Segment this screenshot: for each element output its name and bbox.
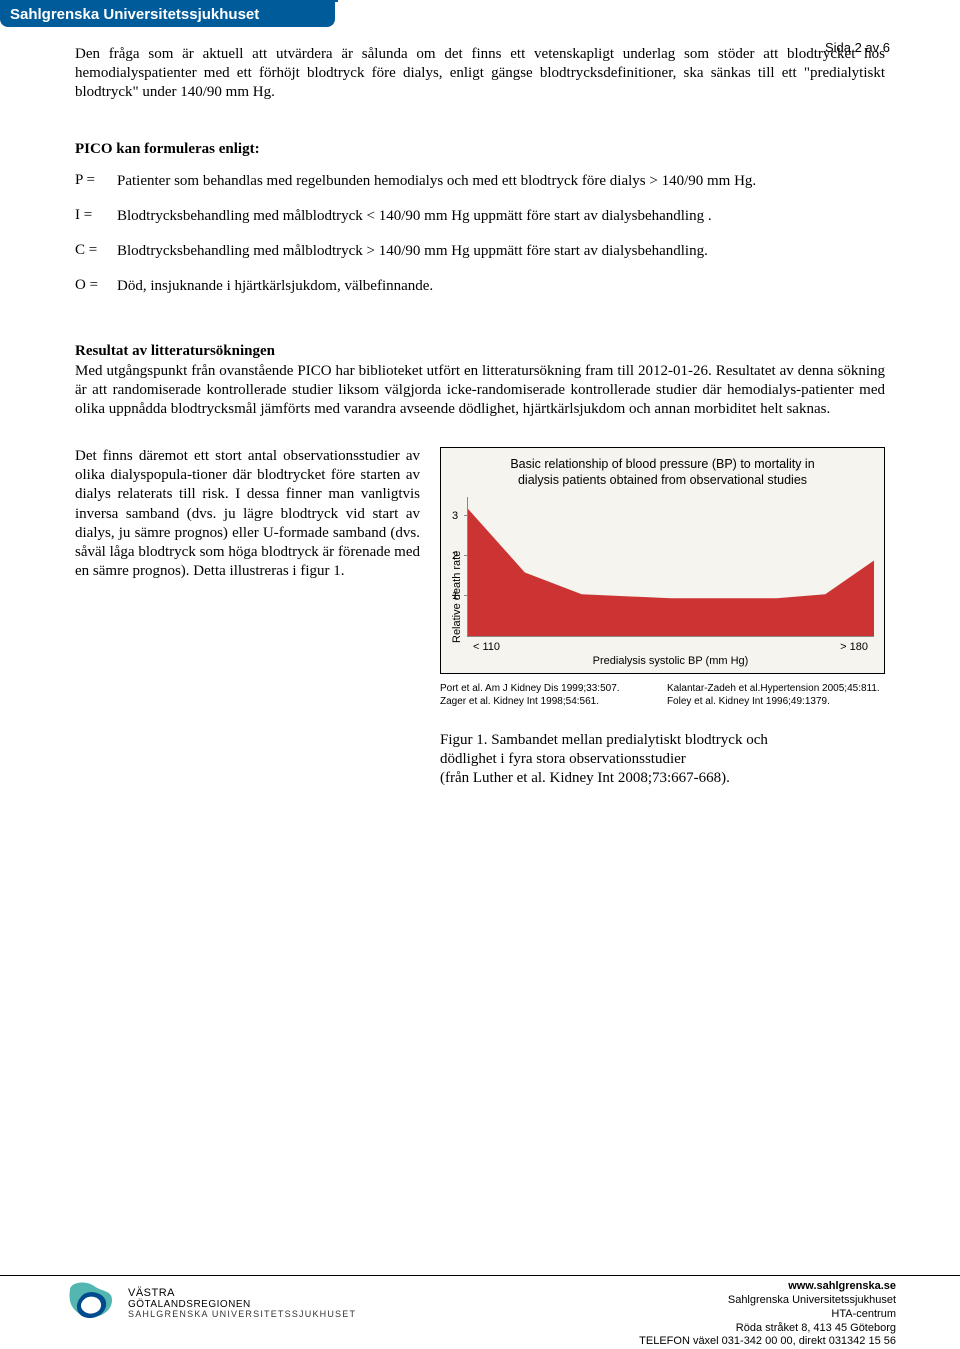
region-logo-icon <box>64 1280 118 1326</box>
chart-ytick: 3 <box>452 510 458 522</box>
chart-x-axis: < 110 > 180 <box>467 641 874 653</box>
chart-plot-wrap: 123 < 110 > 180 Predialysis systolic BP … <box>467 497 874 667</box>
fig-caption-l1: Figur 1. Sambandet mellan predialytiskt … <box>440 732 768 748</box>
pico-row-i: I = Blodtrycksbehandling med målblodtryc… <box>75 207 885 226</box>
footer-brand-l1: VÄSTRA <box>128 1287 356 1299</box>
footer-left: VÄSTRA GÖTALANDSREGIONEN SAHLGRENSKA UNI… <box>64 1280 356 1326</box>
pico-label-i: I = <box>75 207 117 226</box>
refs-right: Kalantar-Zadeh et al.Hypertension 2005;4… <box>667 682 885 709</box>
pico-label-p: P = <box>75 172 117 191</box>
pico-row-p: P = Patienter som behandlas med regelbun… <box>75 172 885 191</box>
chart-title-line2: dialysis patients obtained from observat… <box>518 473 807 487</box>
chart-area-shape <box>468 497 874 636</box>
footer-brand-l3: SAHLGRENSKA UNIVERSITETSSJUKHUSET <box>128 1310 356 1320</box>
figure-caption: Figur 1. Sambandet mellan predialytiskt … <box>440 731 885 789</box>
observations-paragraph: Det finns däremot ett stort antal observ… <box>75 447 420 788</box>
chart-ytick: 2 <box>452 550 458 562</box>
chart-xtick-left: < 110 <box>473 641 500 653</box>
footer-r2: Sahlgrenska Universitetssjukhuset <box>639 1294 896 1308</box>
page-content: Den fråga som är aktuell att utvärdera ä… <box>0 45 960 788</box>
ref-right-0: Kalantar-Zadeh et al.Hypertension 2005;4… <box>667 682 885 696</box>
figure-column: Basic relationship of blood pressure (BP… <box>440 447 885 788</box>
pico-list: P = Patienter som behandlas med regelbun… <box>75 172 885 297</box>
page-footer: VÄSTRA GÖTALANDSREGIONEN SAHLGRENSKA UNI… <box>0 1275 960 1349</box>
footer-left-text: VÄSTRA GÖTALANDSREGIONEN SAHLGRENSKA UNI… <box>128 1287 356 1320</box>
page-number: Sida 2 av 6 <box>825 40 890 55</box>
pico-heading: PICO kan formuleras enligt: <box>75 141 885 158</box>
footer-url: www.sahlgrenska.se <box>639 1280 896 1294</box>
pico-text-c: Blodtrycksbehandling med målblodtryck > … <box>117 242 885 261</box>
pico-label-c: C = <box>75 242 117 261</box>
ref-left-0: Port et al. Am J Kidney Dis 1999;33:507. <box>440 682 658 696</box>
pico-text-p: Patienter som behandlas med regelbunden … <box>117 172 885 191</box>
results-body: Med utgångspunkt från ovanstående PICO h… <box>75 363 885 417</box>
chart-container: Basic relationship of blood pressure (BP… <box>440 447 885 674</box>
footer-r3: HTA-centrum <box>639 1308 896 1322</box>
ref-right-1: Foley et al. Kidney Int 1996;49:1379. <box>667 695 885 709</box>
footer-r5: TELEFON växel 031-342 00 00, direkt 0313… <box>639 1335 896 1349</box>
chart-area: Relative death rate 123 < 110 > 180 Pred… <box>451 497 874 667</box>
chart-ytick: 1 <box>452 590 458 602</box>
chart-title-line1: Basic relationship of blood pressure (BP… <box>510 457 814 471</box>
header-org-text: Sahlgrenska Universitetssjukhuset <box>10 6 259 23</box>
two-column-section: Det finns däremot ett stort antal observ… <box>75 447 885 788</box>
chart-title: Basic relationship of blood pressure (BP… <box>451 456 874 489</box>
intro-paragraph: Den fråga som är aktuell att utvärdera ä… <box>75 45 885 103</box>
pico-row-c: C = Blodtrycksbehandling med målblodtryc… <box>75 242 885 261</box>
pico-label-o: O = <box>75 277 117 296</box>
chart-x-label: Predialysis systolic BP (mm Hg) <box>467 655 874 667</box>
pico-text-i: Blodtrycksbehandling med målblodtryck < … <box>117 207 885 226</box>
fig-caption-l2: dödlighet i fyra stora observationsstudi… <box>440 751 686 767</box>
footer-r4: Röda stråket 8, 413 45 Göteborg <box>639 1322 896 1336</box>
fig-caption-l3: (från Luther et al. Kidney Int 2008;73:6… <box>440 770 730 786</box>
pico-row-o: O = Död, insjuknande i hjärtkärlsjukdom,… <box>75 277 885 296</box>
results-paragraph: Resultat av litteratursökningen Med utgå… <box>75 342 885 419</box>
chart-references: Port et al. Am J Kidney Dis 1999;33:507.… <box>440 682 885 709</box>
header-org-bar: Sahlgrenska Universitetssjukhuset <box>0 2 335 27</box>
footer-right: www.sahlgrenska.se Sahlgrenska Universit… <box>639 1280 896 1349</box>
ref-left-1: Zager et al. Kidney Int 1998;54:561. <box>440 695 658 709</box>
chart-plot: 123 <box>467 497 874 637</box>
refs-left: Port et al. Am J Kidney Dis 1999;33:507.… <box>440 682 658 709</box>
results-heading: Resultat av litteratursökningen <box>75 343 275 359</box>
chart-xtick-right: > 180 <box>840 641 868 653</box>
pico-text-o: Död, insjuknande i hjärtkärlsjukdom, väl… <box>117 277 885 296</box>
